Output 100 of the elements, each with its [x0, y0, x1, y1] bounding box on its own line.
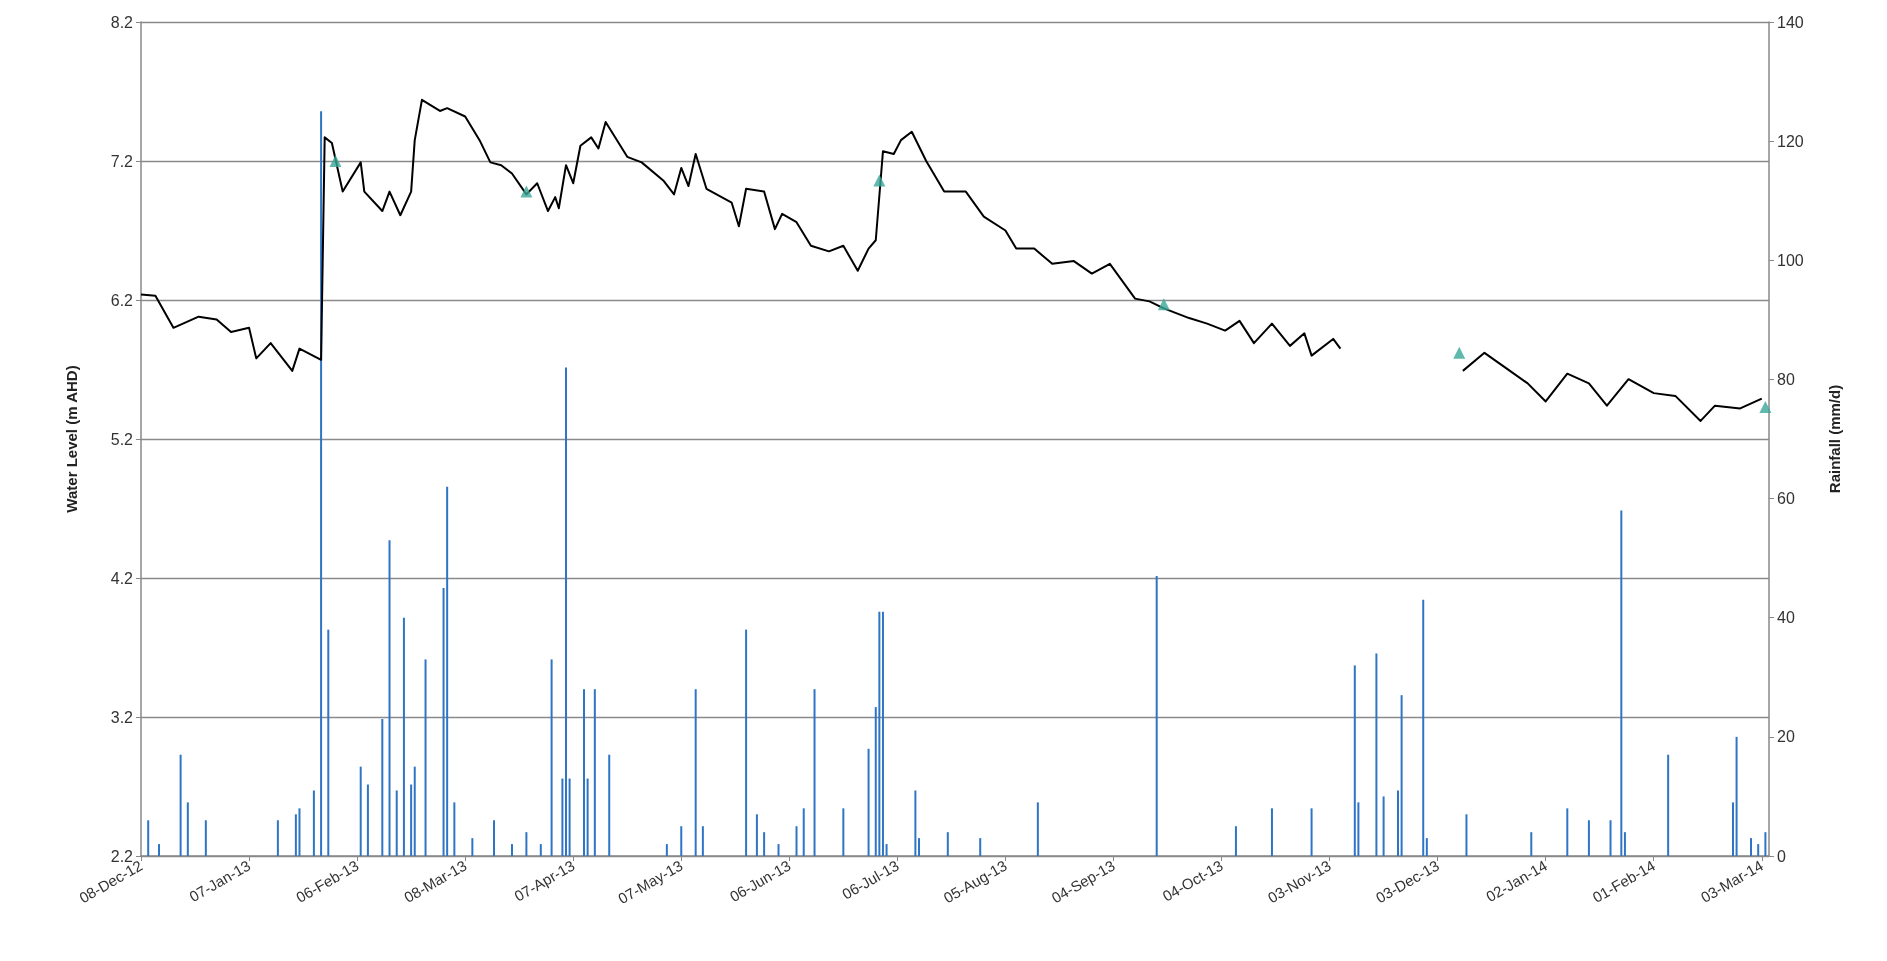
bar	[1623, 832, 1626, 856]
point	[329, 155, 342, 167]
y-axis-title: Water Level (m AHD)	[63, 365, 80, 513]
bar	[665, 844, 668, 856]
bar	[312, 790, 315, 856]
bar	[755, 814, 758, 856]
bar	[885, 844, 888, 856]
bar	[525, 832, 528, 856]
bar	[917, 838, 920, 856]
bar	[510, 844, 513, 856]
bar	[1667, 754, 1670, 856]
bar	[158, 844, 161, 856]
bar	[1731, 802, 1734, 856]
bar	[550, 659, 553, 856]
bar	[583, 689, 586, 856]
bar	[446, 486, 449, 856]
y2-tick-label: 20	[1777, 728, 1795, 746]
bar	[186, 802, 189, 856]
bar	[568, 778, 571, 856]
bar	[381, 718, 384, 856]
point	[873, 174, 886, 187]
bar	[1382, 796, 1385, 856]
bar	[1749, 838, 1752, 856]
bar	[1465, 814, 1468, 856]
bar	[802, 808, 805, 856]
y2-axis-title: Rainfall (mm/d)	[1826, 384, 1843, 494]
y2-tick-label: 120	[1777, 132, 1804, 150]
y2-tick-label: 0	[1777, 847, 1786, 865]
bar	[1310, 808, 1313, 856]
y-tick-label: 2.2	[110, 847, 134, 865]
bar	[1757, 844, 1760, 856]
bar	[777, 844, 780, 856]
bar	[1155, 576, 1158, 856]
y-tick-label: 4.2	[110, 569, 134, 587]
point	[1453, 346, 1466, 359]
bar	[878, 611, 881, 856]
bar	[565, 367, 568, 856]
bar	[1764, 832, 1767, 856]
y2-tick-label: 100	[1777, 251, 1804, 269]
bar	[388, 540, 391, 856]
bar	[842, 808, 845, 856]
bar	[1609, 820, 1612, 856]
bar	[276, 820, 279, 856]
point	[1759, 401, 1772, 414]
bar	[680, 826, 683, 856]
bar	[914, 790, 917, 856]
bar	[359, 766, 362, 856]
bar	[813, 689, 816, 856]
bar	[763, 832, 766, 856]
y2-tick-label: 80	[1777, 370, 1795, 388]
bar	[539, 844, 542, 856]
bar	[608, 754, 611, 856]
y2-tick-label: 40	[1777, 609, 1795, 627]
bar	[395, 790, 398, 856]
bar	[561, 778, 564, 856]
bar	[1530, 832, 1533, 856]
bar	[147, 820, 150, 856]
bar	[1620, 510, 1623, 856]
bar	[701, 826, 704, 856]
bar	[492, 820, 495, 856]
bar	[179, 754, 182, 856]
bar	[402, 617, 405, 856]
y-tick-label: 7.2	[110, 152, 134, 170]
bar	[453, 802, 456, 856]
y-tick-label: 5.2	[110, 430, 134, 448]
bar	[795, 826, 798, 856]
bar	[745, 629, 748, 856]
bar	[410, 784, 413, 856]
bar	[1375, 653, 1378, 856]
y-tick-label: 8.2	[110, 13, 134, 31]
y-tick-label: 3.2	[110, 708, 134, 726]
bar	[1397, 790, 1400, 856]
bar	[1735, 736, 1738, 856]
bar	[413, 766, 416, 856]
bar	[1270, 808, 1273, 856]
bar	[979, 838, 982, 856]
point	[1157, 298, 1170, 311]
bar	[366, 784, 369, 856]
bar	[881, 611, 884, 856]
point	[520, 185, 533, 198]
bar	[1566, 808, 1569, 856]
bar	[1425, 838, 1428, 856]
bar	[471, 838, 474, 856]
bar	[1036, 802, 1039, 856]
bar	[586, 778, 589, 856]
bar	[327, 629, 330, 856]
bar	[1422, 599, 1425, 856]
bar	[867, 748, 870, 856]
bar	[204, 820, 207, 856]
y2-tick-label: 60	[1777, 490, 1795, 508]
bar	[694, 689, 697, 856]
bar	[320, 111, 323, 856]
bar	[424, 659, 427, 856]
bar	[1400, 695, 1403, 856]
y-tick-label: 6.2	[110, 291, 134, 309]
bar	[1353, 665, 1356, 856]
bar	[1587, 820, 1590, 856]
bar	[298, 808, 301, 856]
bar	[946, 832, 949, 856]
y2-tick-label: 140	[1777, 13, 1804, 31]
